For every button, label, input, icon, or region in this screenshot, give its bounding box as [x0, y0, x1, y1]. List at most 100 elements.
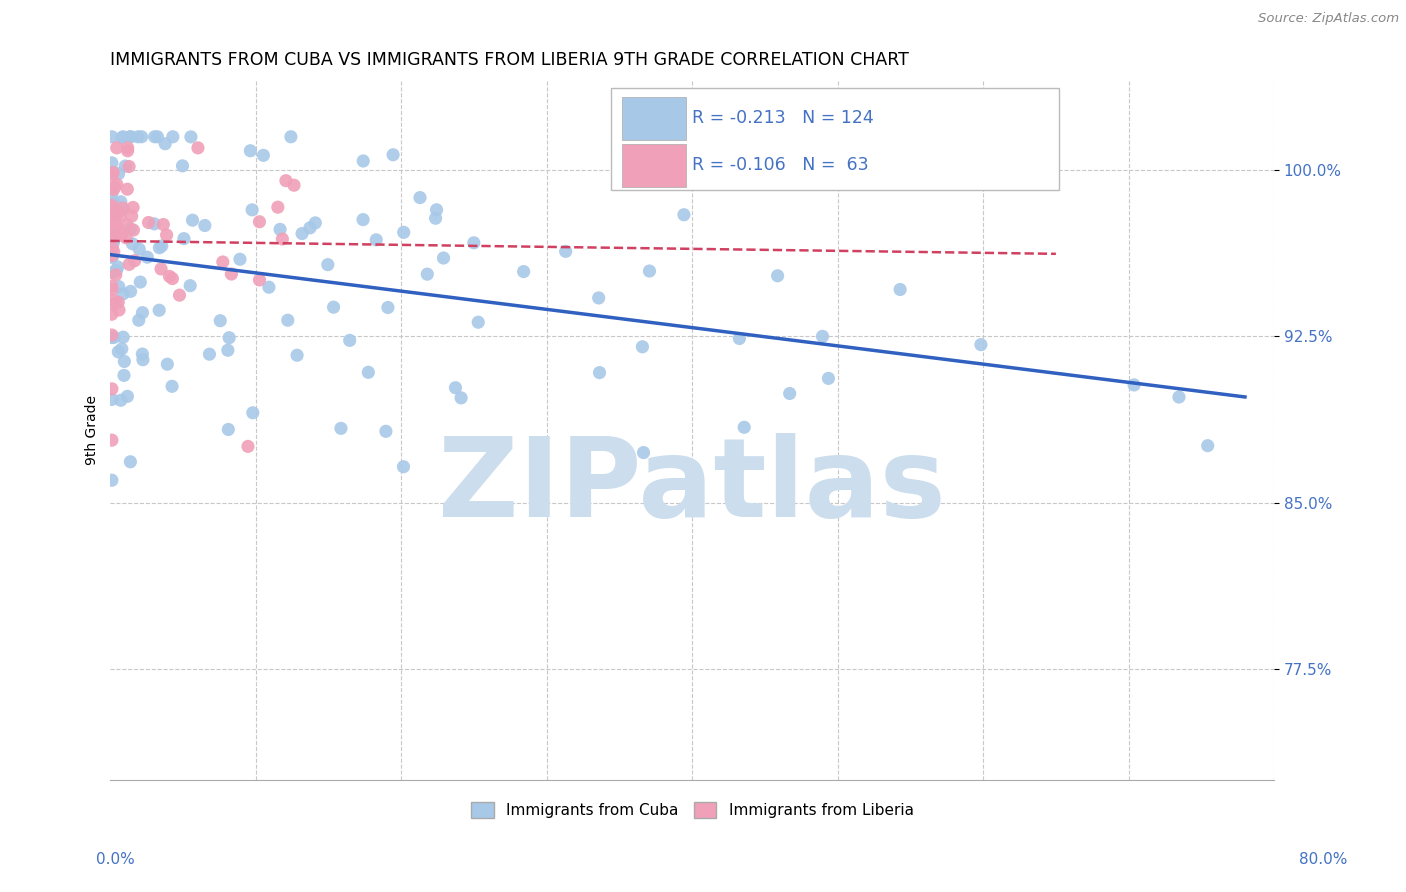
Point — [107, 260, 129, 274]
Point — [101, 186, 124, 201]
Point — [240, 202, 263, 217]
Text: ZIPatlas: ZIPatlas — [439, 433, 946, 540]
Point — [117, 144, 139, 158]
Point — [103, 244, 125, 259]
Point — [330, 421, 353, 435]
Point — [120, 129, 142, 144]
Point — [101, 229, 124, 244]
Point — [304, 216, 326, 230]
Point — [101, 251, 124, 265]
Point — [155, 227, 177, 242]
Point — [101, 129, 124, 144]
Point — [117, 141, 139, 155]
Point — [249, 215, 271, 229]
Point — [101, 241, 124, 255]
Point — [110, 194, 132, 209]
Point — [101, 473, 124, 487]
Point — [236, 439, 259, 453]
Point — [103, 293, 125, 308]
Point — [221, 267, 243, 281]
Point — [209, 314, 232, 328]
Point — [110, 393, 132, 408]
Point — [101, 202, 124, 216]
Point — [104, 218, 127, 232]
Point — [104, 180, 127, 194]
Point — [298, 220, 321, 235]
Point — [120, 129, 142, 144]
FancyBboxPatch shape — [623, 144, 686, 186]
Point — [779, 386, 801, 401]
Point — [110, 228, 132, 243]
Point — [105, 206, 128, 220]
Point — [107, 279, 129, 293]
Point — [143, 217, 166, 231]
Point — [148, 303, 170, 318]
FancyBboxPatch shape — [623, 97, 686, 140]
Point — [249, 273, 271, 287]
Point — [107, 221, 129, 235]
Point — [101, 330, 124, 344]
Point — [1123, 378, 1146, 392]
Point — [148, 241, 170, 255]
Point — [124, 253, 146, 268]
Point — [194, 219, 217, 233]
Point — [638, 264, 661, 278]
Point — [103, 235, 125, 250]
Point — [633, 445, 655, 459]
Point — [105, 263, 128, 277]
Point — [121, 209, 143, 223]
Legend: Immigrants from Cuba, Immigrants from Liberia: Immigrants from Cuba, Immigrants from Li… — [464, 797, 920, 824]
Point — [101, 156, 124, 170]
Point — [103, 227, 125, 242]
Text: R = -0.213   N = 124: R = -0.213 N = 124 — [692, 109, 875, 128]
Point — [280, 129, 302, 144]
Point — [118, 160, 141, 174]
Point — [101, 392, 124, 407]
Point — [187, 141, 209, 155]
Point — [450, 391, 472, 405]
Point — [160, 379, 183, 393]
Point — [111, 201, 134, 215]
Point — [239, 144, 262, 158]
Point — [101, 221, 124, 235]
Point — [277, 313, 299, 327]
Point — [114, 159, 136, 173]
Point — [117, 389, 139, 403]
Point — [153, 136, 176, 151]
Point — [274, 174, 297, 188]
Point — [377, 301, 399, 315]
Point — [467, 315, 489, 329]
Text: Source: ZipAtlas.com: Source: ZipAtlas.com — [1258, 12, 1399, 25]
Point — [352, 153, 374, 168]
Point — [101, 279, 124, 293]
Point — [111, 130, 134, 145]
Point — [339, 334, 361, 348]
Point — [101, 198, 124, 212]
Point — [152, 218, 174, 232]
Point — [267, 200, 290, 214]
Point — [416, 267, 439, 281]
Point — [101, 249, 124, 263]
Point — [101, 211, 124, 226]
Point — [101, 433, 124, 447]
Point — [120, 285, 142, 299]
Point — [112, 202, 135, 217]
Text: 0.0%: 0.0% — [96, 852, 135, 867]
Point — [108, 303, 131, 318]
Point — [432, 251, 454, 265]
Point — [104, 268, 127, 282]
Point — [101, 382, 124, 396]
Point — [425, 202, 447, 217]
Point — [181, 213, 204, 227]
FancyBboxPatch shape — [610, 88, 1059, 190]
Text: R = -0.106   N =  63: R = -0.106 N = 63 — [692, 156, 869, 174]
Point — [817, 371, 839, 385]
Point — [728, 332, 751, 346]
Point — [122, 223, 145, 237]
Point — [138, 215, 160, 229]
Point — [112, 129, 135, 144]
Point — [217, 343, 239, 358]
Point — [159, 269, 181, 284]
Point — [512, 264, 534, 278]
Point — [107, 226, 129, 240]
